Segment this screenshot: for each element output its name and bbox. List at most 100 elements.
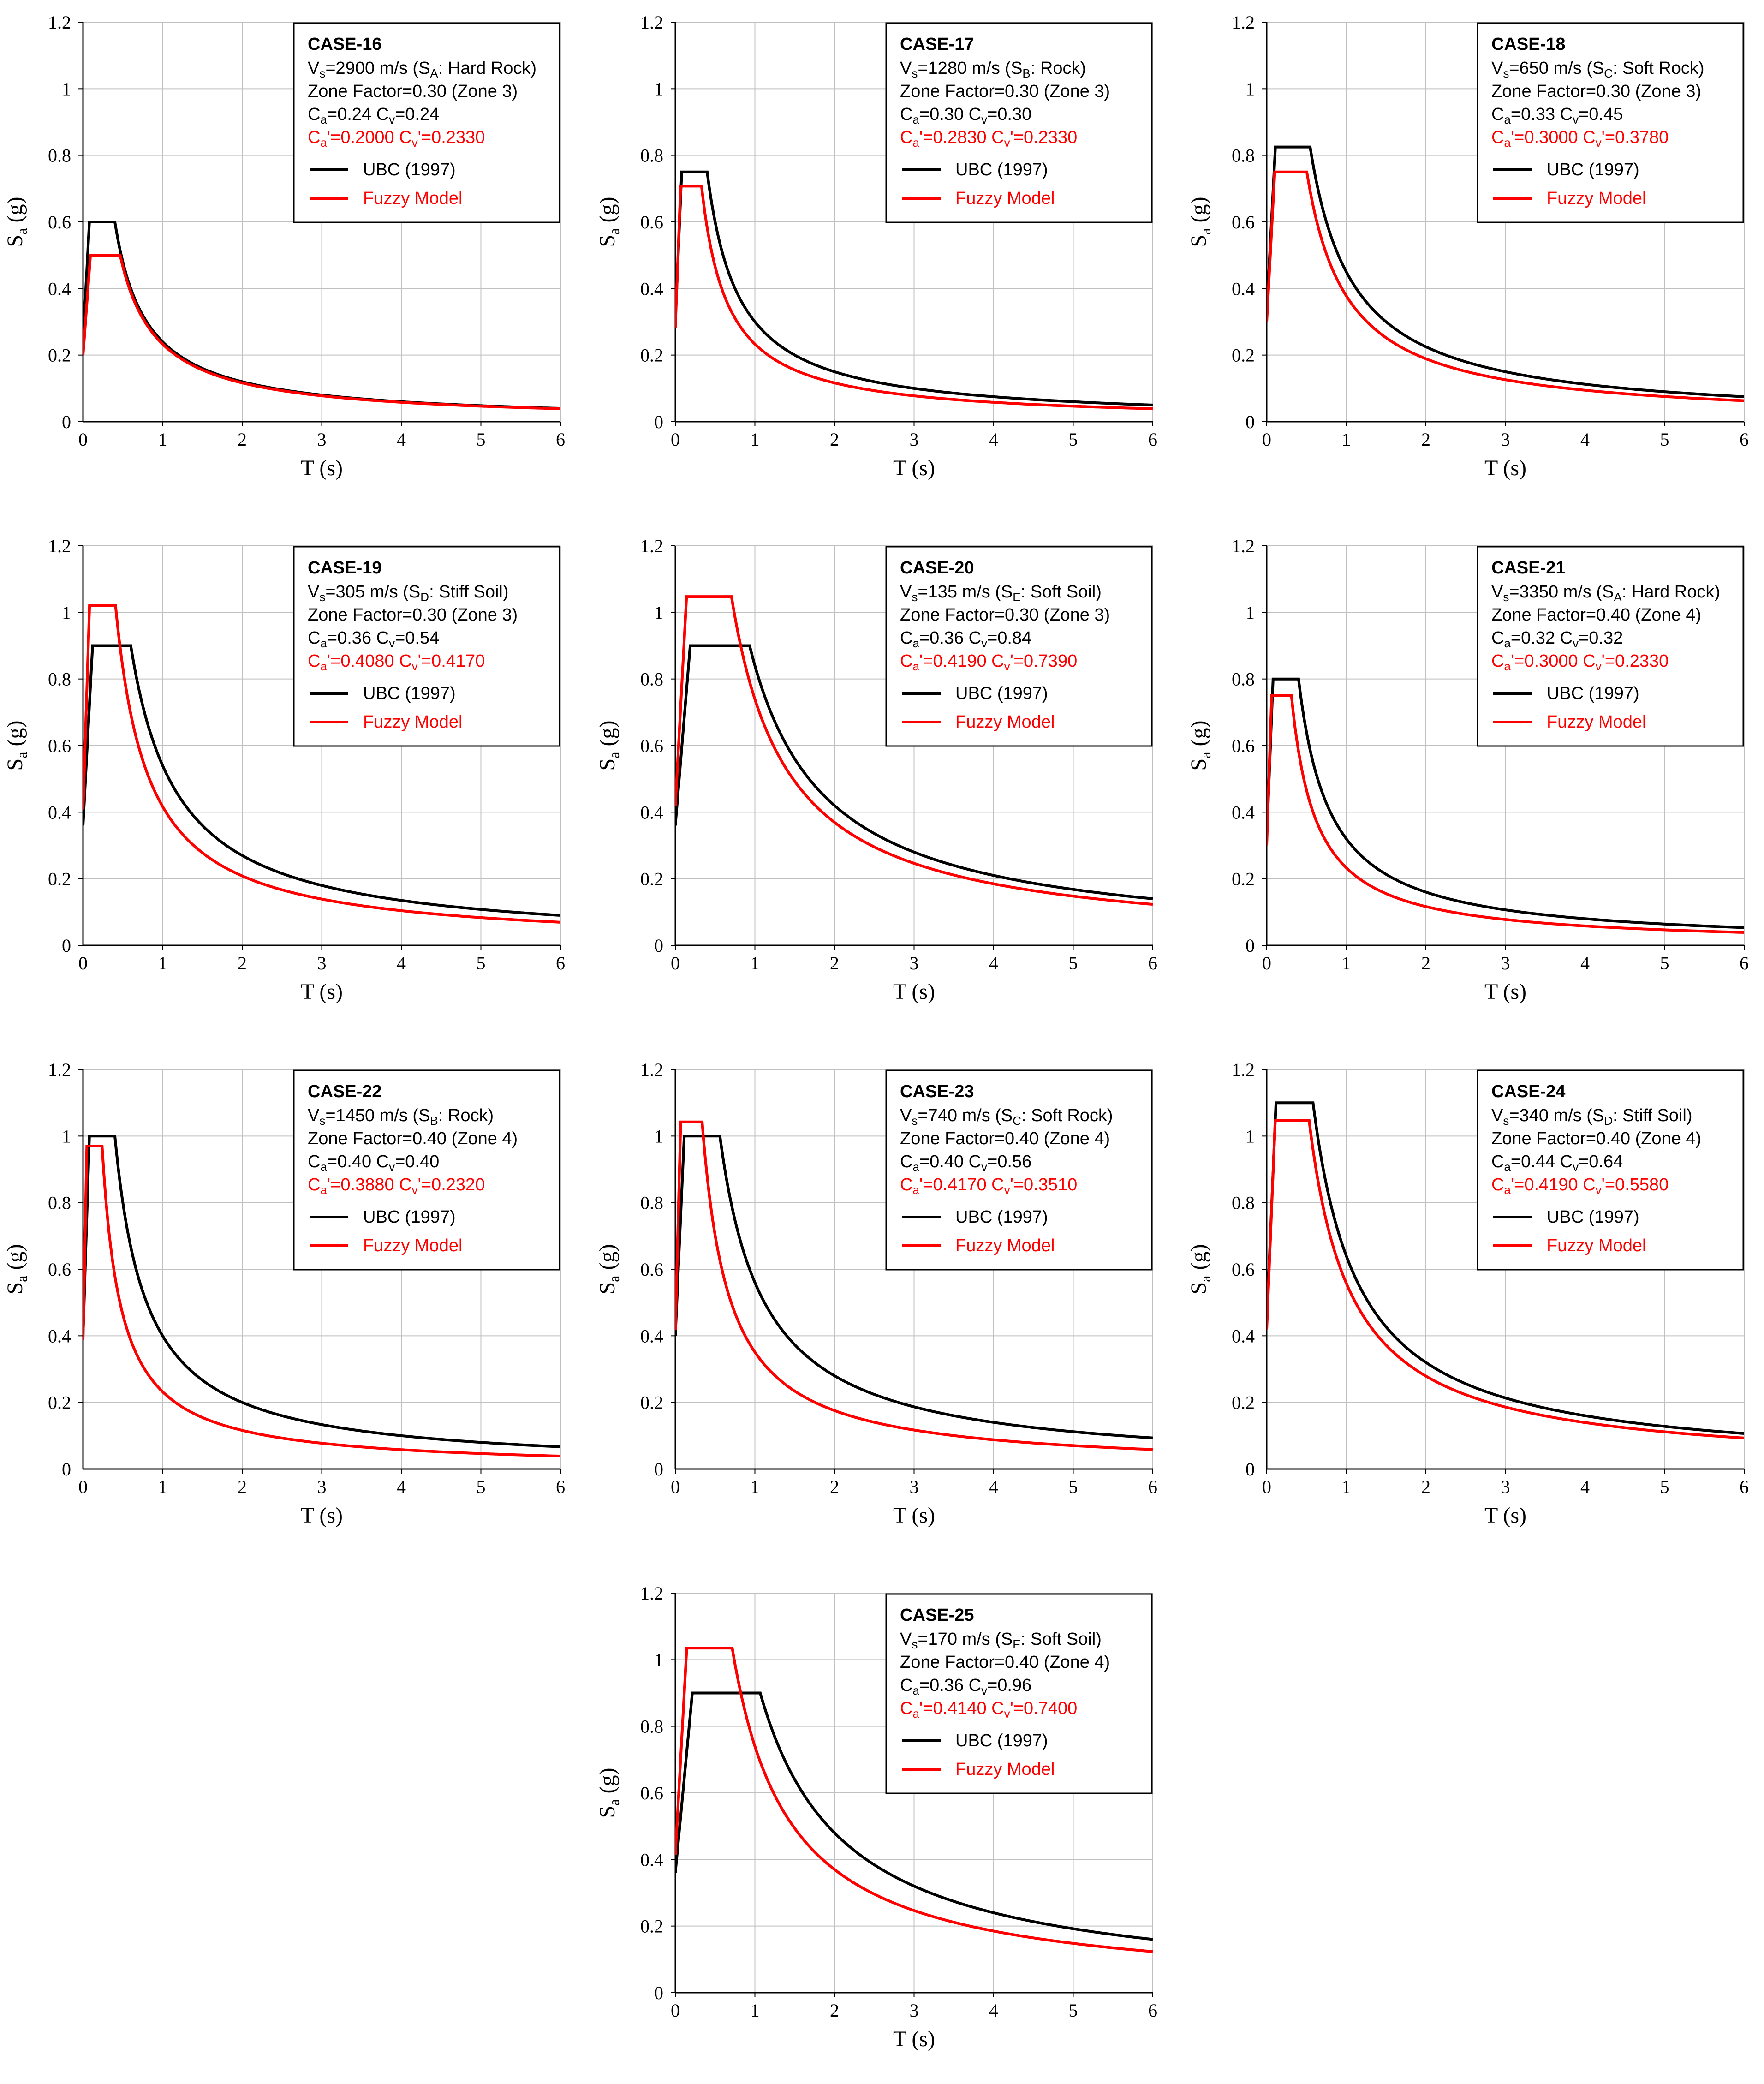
- x-axis-label: T (s): [1484, 456, 1526, 480]
- case-title: CASE-17: [900, 35, 974, 54]
- fuzzy-curve: [83, 604, 560, 924]
- case-info-line: Zone Factor=0.30 (Zone 3): [308, 605, 518, 625]
- y-tick-label: 0.8: [640, 145, 663, 166]
- case-info-line: Vs=3350 m/s (SA: Hard Rock): [1491, 582, 1720, 604]
- y-tick-label: 0: [1246, 935, 1255, 956]
- legend-label: Fuzzy Model: [955, 1236, 1055, 1255]
- ubc-curve: [675, 170, 1153, 406]
- fuzzy-curve: [675, 1647, 1153, 1953]
- fuzzy-curve: [1267, 1119, 1744, 1439]
- y-axis-label: Sa (g): [1186, 1244, 1214, 1295]
- legend-frame: [885, 22, 1153, 223]
- legend-frame: [1477, 22, 1744, 223]
- x-tick-label: 1: [751, 2000, 760, 2021]
- legend-box: CASE-16 Vs=2900 m/s (SA: Hard Rock) Zone F…: [293, 22, 560, 223]
- y-tick-label: 0.4: [1232, 802, 1255, 823]
- fuzzy-curve: [83, 1145, 560, 1458]
- legend-box: CASE-18 Vs=650 m/s (SC: Soft Rock) Zone Fa…: [1477, 22, 1744, 223]
- x-tick-label: 5: [1069, 2000, 1078, 2021]
- legend-label: Fuzzy Model: [1547, 712, 1646, 732]
- legend-frame: [1477, 1069, 1744, 1271]
- case-info-line: Ca=0.44 Cv=0.64: [1491, 1152, 1623, 1174]
- legend-label: UBC (1997): [1547, 160, 1639, 179]
- y-tick-label: 1.2: [1232, 536, 1255, 556]
- legend-label: UBC (1997): [363, 684, 456, 703]
- y-axis-label: Sa (g): [3, 1244, 30, 1295]
- legend-label: Fuzzy Model: [955, 1760, 1055, 1779]
- y-tick-label: 1: [654, 602, 663, 623]
- case-info-line: Zone Factor=0.30 (Zone 3): [308, 82, 518, 101]
- y-tick-label: 1.2: [48, 12, 71, 33]
- case-title: CASE-20: [900, 558, 974, 578]
- case-info-line: Vs=1450 m/s (SB: Rock): [308, 1106, 494, 1128]
- x-tick-label: 2: [830, 2000, 839, 2021]
- y-tick-label: 0.4: [48, 802, 71, 823]
- y-tick-label: 0: [654, 935, 663, 956]
- y-tick-label: 1.2: [48, 536, 71, 556]
- x-tick-label: 2: [1421, 429, 1430, 450]
- case-info-line: Ca=0.30 Cv=0.30: [900, 105, 1031, 126]
- y-tick-label: 1.2: [48, 1059, 71, 1080]
- case-info-line: Zone Factor=0.40 (Zone 4): [900, 1653, 1110, 1672]
- x-tick-label: 3: [910, 953, 919, 973]
- y-tick-label: 0.2: [640, 345, 663, 366]
- case-title: CASE-19: [308, 558, 382, 578]
- case-info-line: Vs=740 m/s (SC: Soft Rock): [900, 1106, 1113, 1128]
- x-tick-label: 0: [78, 429, 88, 450]
- case-info-line: Ca=0.40 Cv=0.40: [308, 1152, 439, 1174]
- y-tick-label: 0.2: [640, 1392, 663, 1413]
- legend-box: CASE-19 Vs=305 m/s (SD: Stiff Soil)Zone F…: [293, 546, 560, 747]
- x-tick-label: 1: [158, 1476, 167, 1497]
- y-tick-label: 0.2: [1232, 869, 1255, 890]
- legend-label: UBC (1997): [955, 1731, 1048, 1750]
- y-tick-label: 1: [1246, 602, 1255, 623]
- x-tick-label: 1: [751, 1476, 760, 1497]
- case-title: CASE-22: [308, 1082, 382, 1101]
- legend-label: UBC (1997): [955, 160, 1048, 179]
- chart-case-17: 0 1 2 3 4 5 6 0 0.2 0.4 0.6 0.8 1 1.2 T (s) Sa (g) CASE-…: [595, 12, 1157, 480]
- x-tick-label: 6: [1148, 1476, 1157, 1497]
- x-tick-label: 6: [1148, 429, 1157, 450]
- y-tick-label: 0.8: [640, 669, 663, 690]
- y-tick-label: 0.6: [48, 735, 71, 756]
- x-tick-label: 0: [671, 429, 680, 450]
- legend-label: Fuzzy Model: [955, 189, 1055, 208]
- case-info-line: Zone Factor=0.30 (Zone 3): [900, 82, 1110, 101]
- y-tick-label: 0.2: [48, 345, 71, 366]
- y-tick-label: 0: [62, 935, 71, 956]
- case-info-line: Ca'=0.4140 Cv'=0.7400: [900, 1699, 1077, 1720]
- case-info-line: Ca=0.33 Cv=0.45: [1491, 105, 1623, 126]
- y-tick-label: 0.6: [640, 1783, 663, 1803]
- x-tick-label: 0: [671, 1476, 680, 1497]
- y-tick-label: 0.8: [48, 669, 71, 690]
- x-tick-label: 2: [238, 1476, 247, 1497]
- x-tick-label: 3: [1501, 953, 1510, 973]
- x-tick-label: 1: [158, 953, 167, 973]
- x-tick-label: 0: [671, 2000, 680, 2021]
- x-tick-label: 2: [238, 429, 247, 450]
- case-info-line: Ca=0.36 Cv=0.84: [900, 628, 1031, 650]
- x-tick-label: 3: [910, 1476, 919, 1497]
- y-tick-label: 0: [1246, 412, 1255, 432]
- y-tick-label: 0.6: [48, 1259, 71, 1280]
- x-tick-label: 5: [477, 1476, 486, 1497]
- chart-case-19: 0 1 2 3 4 5 6 0 0.2 0.4 0.6 0.8 1 1.2 T (s) Sa (g) CASE-…: [3, 536, 565, 1004]
- y-tick-label: 1: [62, 602, 71, 623]
- x-tick-label: 5: [477, 429, 486, 450]
- case-title: CASE-18: [1491, 35, 1566, 54]
- y-axis-label: Sa (g): [1186, 197, 1214, 247]
- y-tick-label: 0.2: [640, 869, 663, 890]
- ubc-curve: [675, 1691, 1153, 1941]
- y-tick-label: 1.2: [1232, 12, 1255, 33]
- x-axis-label: T (s): [893, 979, 935, 1004]
- y-tick-label: 1: [654, 78, 663, 99]
- fuzzy-curve: [675, 595, 1153, 906]
- x-tick-label: 5: [1660, 429, 1669, 450]
- y-axis-label: Sa (g): [1186, 721, 1214, 771]
- x-tick-label: 6: [1148, 953, 1157, 973]
- legend-label: Fuzzy Model: [955, 712, 1055, 732]
- case-title: CASE-25: [900, 1606, 974, 1625]
- legend-frame: [1477, 546, 1744, 747]
- x-tick-label: 5: [477, 953, 486, 973]
